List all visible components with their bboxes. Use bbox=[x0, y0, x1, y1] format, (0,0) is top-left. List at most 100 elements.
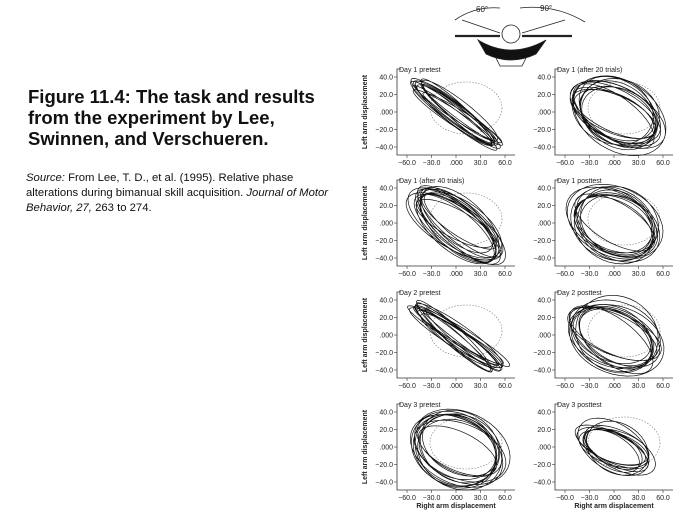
x-tick-label: 60.0 bbox=[498, 495, 512, 502]
y-tick-label: −40.0 bbox=[533, 480, 551, 487]
x-tick-label: −60.0 bbox=[556, 271, 574, 278]
y-tick-label: −20.0 bbox=[533, 462, 551, 469]
x-tick-label: .000 bbox=[607, 160, 621, 167]
y-tick-label: .000 bbox=[537, 110, 551, 117]
trajectory-loops bbox=[565, 183, 664, 265]
y-tick-label: −40.0 bbox=[533, 145, 551, 152]
y-tick-label: −40.0 bbox=[533, 256, 551, 263]
phase-panel: Day 3 posttest 40.0 20.0 .000 −20.0 −40.0 −60.… bbox=[533, 402, 673, 510]
x-tick-label: .000 bbox=[607, 271, 621, 278]
x-tick-label: −60.0 bbox=[398, 271, 416, 278]
journal-name: Journal of Motor Behavior, 27, bbox=[26, 187, 329, 214]
panel-label: Day 1 (after 40 trials) bbox=[399, 178, 464, 185]
right-lever-angled bbox=[521, 19, 566, 34]
y-tick-label: −20.0 bbox=[375, 238, 393, 245]
x-tick-label: −30.0 bbox=[423, 160, 441, 167]
x-tick-label: 60.0 bbox=[656, 383, 670, 390]
y-tick-label: .000 bbox=[379, 110, 393, 117]
y-tick-label: −40.0 bbox=[375, 256, 393, 263]
y-tick-label: −20.0 bbox=[375, 127, 393, 134]
panel-label: Day 2 pretest bbox=[399, 290, 441, 297]
y-tick-label: 20.0 bbox=[379, 315, 393, 322]
subject-lower bbox=[495, 57, 527, 67]
panel-axes bbox=[554, 403, 673, 491]
x-tick-label: .000 bbox=[449, 160, 463, 167]
x-tick-label: −60.0 bbox=[556, 160, 574, 167]
x-tick-label: .000 bbox=[449, 495, 463, 502]
x-tick-label: 30.0 bbox=[474, 495, 488, 502]
y-tick-label: 20.0 bbox=[379, 427, 393, 434]
task-illustration: 60° 90° bbox=[454, 4, 586, 67]
x-tick-label: −30.0 bbox=[423, 495, 441, 502]
x-tick-label: 30.0 bbox=[474, 271, 488, 278]
y-tick-label: 20.0 bbox=[537, 203, 551, 210]
y-axis-label: Left arm displacement bbox=[362, 297, 369, 372]
y-tick-label: −40.0 bbox=[375, 480, 393, 487]
y-tick-label: 20.0 bbox=[537, 315, 551, 322]
y-tick-label: 20.0 bbox=[379, 92, 393, 99]
left-angle-arc bbox=[454, 7, 501, 21]
source-label: Source: bbox=[26, 172, 65, 184]
x-tick-label: −60.0 bbox=[556, 383, 574, 390]
trajectory-loops bbox=[405, 185, 506, 266]
y-axis-label: Left arm displacement bbox=[362, 185, 369, 260]
target-ellipse bbox=[587, 304, 661, 358]
y-tick-label: 20.0 bbox=[537, 427, 551, 434]
x-tick-label: 60.0 bbox=[498, 383, 512, 390]
y-tick-label: .000 bbox=[379, 445, 393, 452]
y-tick-label: 40.0 bbox=[537, 186, 551, 193]
x-tick-label: −30.0 bbox=[423, 271, 441, 278]
y-tick-label: .000 bbox=[379, 333, 393, 340]
panel-label: Day 3 pretest bbox=[399, 402, 441, 409]
left-angle-label: 60° bbox=[476, 5, 488, 14]
phase-panel: Day 2 pretest 40.0 20.0 .000 −20.0 −40.0 −60.0… bbox=[362, 290, 515, 390]
x-tick-label: −60.0 bbox=[556, 495, 574, 502]
x-tick-label: .000 bbox=[607, 383, 621, 390]
y-tick-label: 40.0 bbox=[537, 410, 551, 417]
target-ellipse bbox=[429, 304, 503, 358]
x-tick-label: 30.0 bbox=[632, 383, 646, 390]
trajectory-loops bbox=[410, 78, 503, 151]
source-citation: Source: From Lee, T. D., et al. (1995). … bbox=[26, 171, 336, 216]
target-ellipse bbox=[587, 81, 661, 135]
phase-panel: Day 3 pretest 40.0 20.0 .000 −20.0 −40.0 −60.0… bbox=[362, 402, 515, 510]
x-tick-label: 30.0 bbox=[474, 383, 488, 390]
x-tick-label: 30.0 bbox=[632, 495, 646, 502]
x-tick-label: −60.0 bbox=[398, 160, 416, 167]
right-angle-label: 90° bbox=[540, 4, 552, 13]
y-tick-label: 40.0 bbox=[379, 410, 393, 417]
x-tick-label: −30.0 bbox=[581, 160, 599, 167]
panel-label: Day 1 pretest bbox=[399, 67, 441, 74]
y-tick-label: 20.0 bbox=[537, 92, 551, 99]
y-tick-label: −40.0 bbox=[375, 368, 393, 375]
target-ellipse bbox=[429, 416, 503, 470]
phase-panel: Day 1 posttest 40.0 20.0 .000 −20.0 −40.0 −60.… bbox=[533, 178, 673, 278]
y-tick-label: −20.0 bbox=[533, 238, 551, 245]
y-tick-label: −20.0 bbox=[375, 350, 393, 357]
x-tick-label: −30.0 bbox=[423, 383, 441, 390]
figure-caption-title: Figure 11.4: The task and results from t… bbox=[28, 86, 315, 149]
y-tick-label: .000 bbox=[537, 445, 551, 452]
panel-label: Day 1 posttest bbox=[557, 178, 602, 185]
y-axis-label: Left arm displacement bbox=[362, 409, 369, 484]
x-tick-label: 30.0 bbox=[474, 160, 488, 167]
y-tick-label: .000 bbox=[537, 221, 551, 228]
panels-layer: Day 1 pretest 40.0 20.0 .000 −20.0 −40.0 −60.0… bbox=[362, 67, 673, 510]
y-tick-label: −20.0 bbox=[533, 127, 551, 134]
y-tick-label: −20.0 bbox=[375, 462, 393, 469]
y-tick-label: −40.0 bbox=[533, 368, 551, 375]
subject-body bbox=[476, 38, 547, 61]
trajectory-loops bbox=[569, 75, 667, 157]
panel-label: Day 2 posttest bbox=[557, 290, 602, 297]
y-tick-label: 40.0 bbox=[537, 298, 551, 305]
right-angle-arc bbox=[519, 6, 586, 23]
x-tick-label: .000 bbox=[449, 271, 463, 278]
x-tick-label: 60.0 bbox=[656, 271, 670, 278]
x-tick-label: .000 bbox=[449, 383, 463, 390]
y-tick-label: 40.0 bbox=[379, 298, 393, 305]
phase-panel: Day 1 (after 40 trials) 40.0 20.0 .000 −20.0… bbox=[362, 178, 515, 278]
x-axis-label: Right arm displacement bbox=[574, 503, 654, 510]
y-tick-label: 40.0 bbox=[379, 186, 393, 193]
source-text: From Lee, T. D., et al. (1995). Relative… bbox=[26, 172, 294, 199]
